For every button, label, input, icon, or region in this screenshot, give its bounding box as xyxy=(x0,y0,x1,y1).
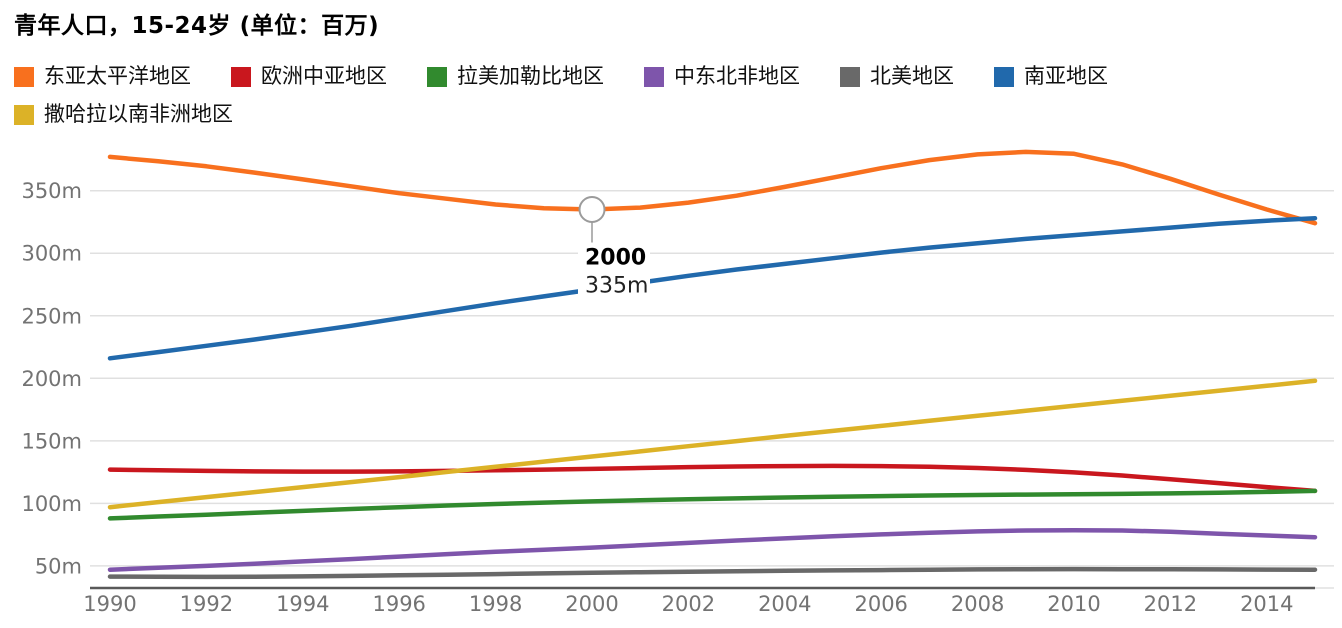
legend-item-east-asia-pacific[interactable]: 东亚太平洋地区 xyxy=(14,64,191,89)
legend-swatch-icon xyxy=(994,66,1014,87)
legend-swatch-icon xyxy=(840,66,860,87)
y-axis-label: 250m xyxy=(21,304,82,328)
tooltip-year: 2000 xyxy=(585,246,646,271)
x-axis-label: 2002 xyxy=(662,592,715,616)
x-axis-label: 1990 xyxy=(83,592,136,616)
series-line-east-asia-pacific[interactable] xyxy=(107,149,1318,226)
legend-item-latin-america-caribbean[interactable]: 拉美加勒比地区 xyxy=(427,64,604,89)
legend-item-south-asia[interactable]: 南亚地区 xyxy=(994,64,1108,89)
legend-swatch-icon xyxy=(644,66,664,87)
legend-swatch-icon xyxy=(14,66,34,87)
x-axis-label: 2000 xyxy=(565,592,618,616)
legend: 东亚太平洋地区 欧洲中亚地区 拉美加勒比地区 中东北非地区 北美地区 南亚地区撒哈拉以南非… xyxy=(14,64,1254,127)
legend-label: 拉美加勒比地区 xyxy=(457,64,604,88)
legend-label: 中东北非地区 xyxy=(674,64,800,88)
legend-label: 北美地区 xyxy=(870,64,954,88)
x-axis-label: 2006 xyxy=(854,592,907,616)
x-axis-label: 2012 xyxy=(1144,592,1197,616)
y-axis-label: 100m xyxy=(21,492,82,516)
y-axis-label: 200m xyxy=(21,367,82,391)
series-line-middle-east-north-africa[interactable] xyxy=(107,527,1318,572)
x-axis-label: 1996 xyxy=(372,592,425,616)
x-axis-label: 1992 xyxy=(180,592,233,616)
legend-swatch-icon xyxy=(231,66,251,87)
legend-item-north-america[interactable]: 北美地区 xyxy=(840,64,954,89)
legend-swatch-icon xyxy=(14,104,34,125)
y-axis-label: 300m xyxy=(21,242,82,266)
chart-title: 青年人口，15-24岁 (单位：百万) xyxy=(14,13,380,39)
tooltip-background xyxy=(578,244,650,298)
tooltip-marker-icon[interactable] xyxy=(578,196,606,223)
series-line-latin-america-caribbean[interactable] xyxy=(107,488,1318,521)
x-axis-label: 2010 xyxy=(1047,592,1100,616)
y-axis-label: 350m xyxy=(21,179,82,203)
series-line-europe-central-asia[interactable] xyxy=(107,463,1318,494)
x-axis-label: 2008 xyxy=(951,592,1004,616)
legend-label: 撒哈拉以南非洲地区 xyxy=(44,102,233,126)
line-chart-svg: 50m 100m 150m 200m 250m 300m 350m 1990 1992 1994 1… xyxy=(21,149,1334,616)
legend-label: 欧洲中亚地区 xyxy=(261,64,387,88)
x-axis-label: 1998 xyxy=(469,592,522,616)
x-axis-label: 2004 xyxy=(758,592,811,616)
x-axis-label: 2014 xyxy=(1240,592,1293,616)
legend-item-europe-central-asia[interactable]: 欧洲中亚地区 xyxy=(231,64,387,89)
x-axis-label: 1994 xyxy=(276,592,329,616)
legend-item-sub-saharan-africa[interactable]: 撒哈拉以南非洲地区 xyxy=(14,102,233,127)
legend-item-middle-east-north-africa[interactable]: 中东北非地区 xyxy=(644,64,800,89)
y-axis-label: 150m xyxy=(21,429,82,453)
legend-label: 南亚地区 xyxy=(1024,64,1108,88)
series-line-sub-saharan-africa[interactable] xyxy=(107,378,1318,510)
legend-label: 东亚太平洋地区 xyxy=(44,64,191,88)
y-axis-label: 50m xyxy=(35,554,82,578)
series-line-north-america[interactable] xyxy=(107,566,1318,580)
tooltip-value: 335m xyxy=(585,274,648,299)
legend-swatch-icon xyxy=(427,66,447,87)
series-line-south-asia[interactable] xyxy=(107,215,1318,361)
